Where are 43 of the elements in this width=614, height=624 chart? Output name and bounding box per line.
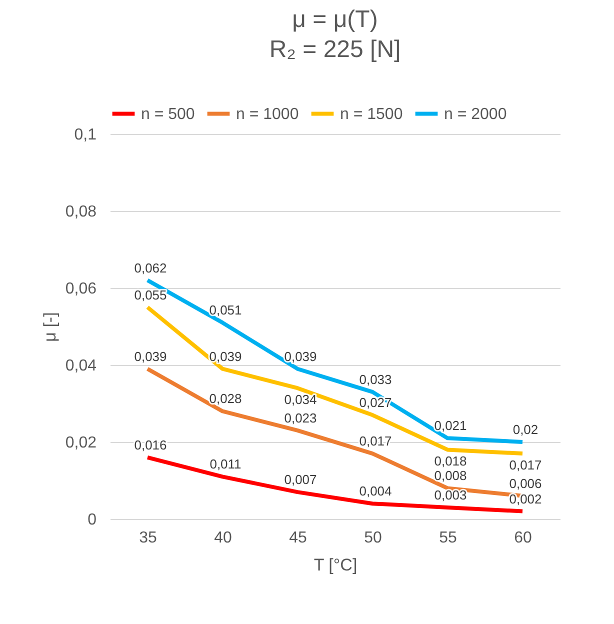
x-tick-label: 55	[439, 530, 457, 546]
data-label: 0,008	[434, 468, 467, 484]
y-tick-label: 0,02	[65, 434, 97, 452]
x-tick-label: 35	[139, 530, 157, 546]
data-label: 0,007	[284, 472, 317, 488]
data-label: 0,055	[134, 287, 167, 302]
legend-label: n = 1000	[236, 106, 299, 123]
x-tick-label: 40	[214, 530, 232, 546]
x-tick-label: 60	[514, 530, 532, 546]
data-label: 0,039	[209, 348, 242, 364]
legend-label: n = 1500	[340, 106, 403, 123]
data-label: 0,033	[359, 372, 392, 387]
x-axis-title: T [°C]	[314, 556, 358, 574]
data-label: 0,028	[209, 391, 242, 406]
x-tick-label: 50	[364, 530, 382, 546]
data-label: 0,017	[359, 434, 392, 449]
data-label: 0,023	[284, 410, 317, 426]
y-tick-label: 0,06	[65, 280, 97, 298]
data-label: 0,034	[284, 392, 317, 408]
legend-label: n = 2000	[444, 106, 507, 123]
data-label: 0,018	[434, 454, 467, 469]
data-label: 0,004	[359, 484, 392, 499]
data-label: 0,002	[509, 491, 542, 506]
x-tick-label: 45	[289, 530, 307, 546]
data-label: 0,011	[210, 456, 242, 472]
y-tick-label: 0,08	[65, 204, 97, 220]
data-label: 0,02	[512, 422, 538, 437]
y-axis-title: μ [-]	[40, 312, 60, 342]
chart-title: μ = μ(T)	[292, 6, 378, 33]
legend-label: n = 500	[141, 106, 195, 123]
data-label: 0,039	[134, 348, 167, 364]
data-label: 0,062	[134, 260, 167, 276]
data-label: 0,039	[284, 348, 317, 364]
data-label: 0,003	[434, 487, 467, 502]
chart-subtitle: R₂ = 225 [N]	[269, 36, 401, 63]
y-tick-label: 0	[88, 512, 97, 528]
data-label: 0,051	[209, 302, 242, 318]
data-label: 0,017	[509, 458, 542, 473]
y-tick-label: 0,04	[65, 358, 97, 374]
data-label: 0,021	[434, 418, 467, 434]
data-label: 0,016	[134, 437, 167, 452]
y-tick-label: 0,1	[74, 126, 97, 144]
data-label: 0,006	[509, 476, 542, 491]
